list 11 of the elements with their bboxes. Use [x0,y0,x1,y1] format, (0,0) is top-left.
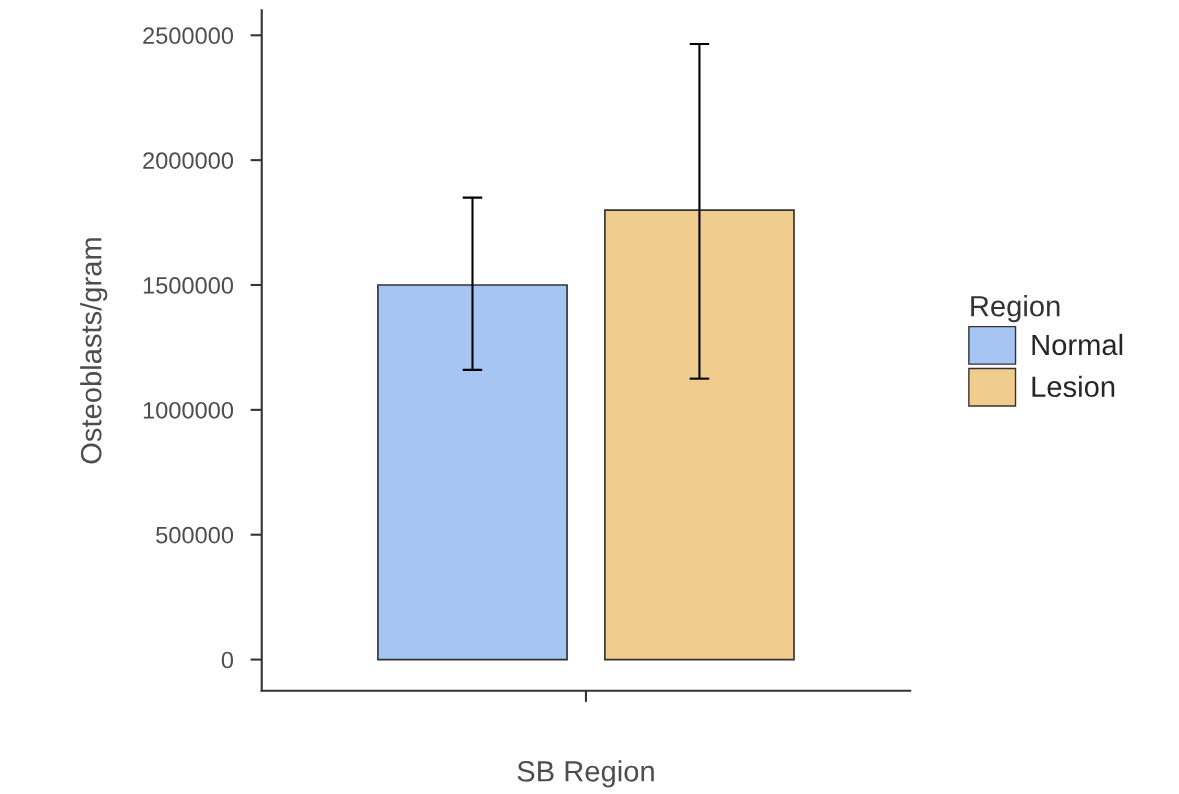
y-tick-label: 0 [221,651,234,669]
x-axis-title: SB Region [517,760,654,788]
y-tick-label: 1500000 [143,277,234,294]
y-tick-label: 2500000 [143,27,234,45]
y-tick-label: 2000000 [143,152,234,169]
legend-label: Lesion [1032,375,1115,398]
y-axis-title: Osteoblasts/gram [80,238,108,464]
y-tick-label: 500000 [156,526,234,544]
legend-title: Region [971,295,1060,323]
legend-label: Normal [1032,333,1123,356]
y-tick-label: 1000000 [143,401,234,419]
